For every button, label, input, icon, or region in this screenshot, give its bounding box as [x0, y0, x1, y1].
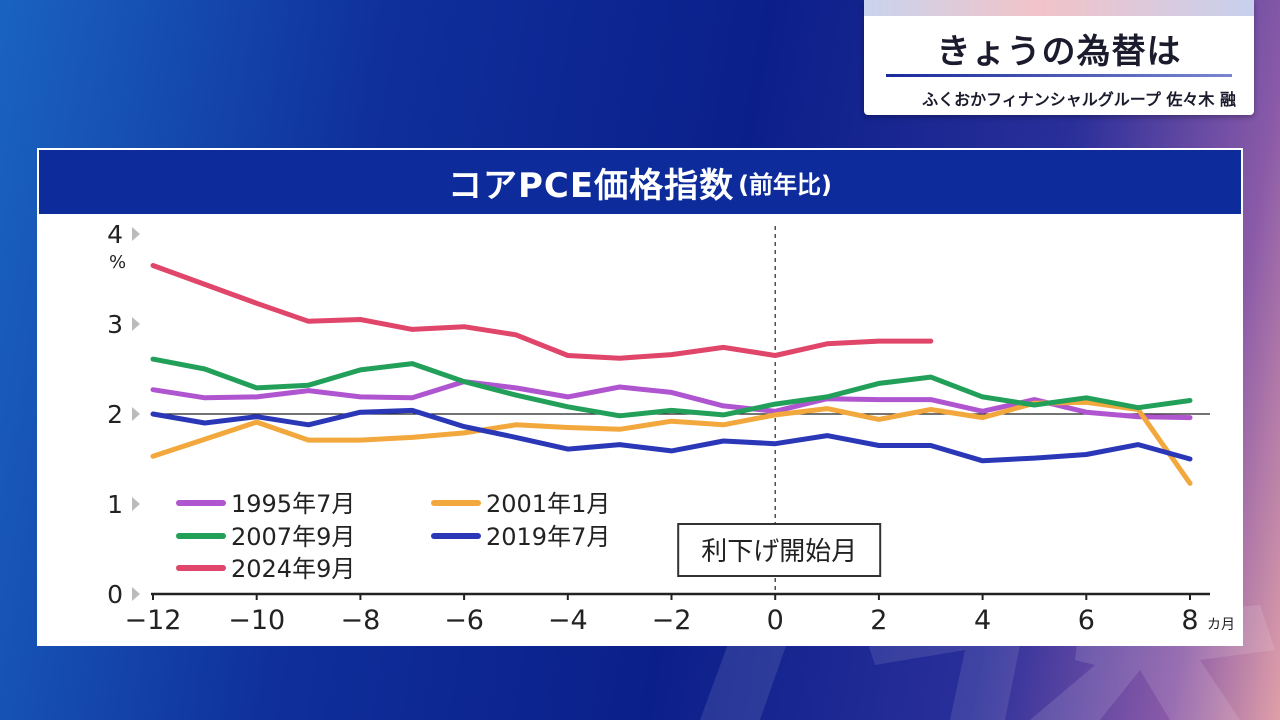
topic-divider [886, 74, 1232, 77]
topic-title: きょうの為替は [936, 32, 1182, 72]
y-tick-label: 3 [107, 310, 123, 339]
chart-card: コアPCE価格指数 (前年比) 0 1 2 3 4% −12 −10 −8 −6 −4 −2 0 2 4 6… [37, 148, 1243, 646]
x-tick-label: −8 [340, 605, 380, 636]
series-line-2024年9月 [150, 263, 934, 361]
legend-label: 1995年7月 [231, 490, 355, 518]
x-tick-label: −6 [444, 605, 484, 636]
y-tick-marker [132, 227, 140, 241]
y-tick-marker [132, 497, 140, 511]
y-tick-marker [132, 587, 140, 601]
y-tick-marker [132, 317, 140, 331]
x-tick-label: −4 [548, 605, 588, 636]
series-line-2007年9月 [150, 356, 1193, 419]
chart-subtitle: (前年比) [738, 170, 833, 199]
series-line-2019年7月 [150, 407, 1193, 464]
x-axis-unit: カ月 [1207, 617, 1235, 633]
y-tick-label: 1 [107, 490, 123, 519]
topic-card-stripe [864, 0, 1254, 16]
chart-header: コアPCE価格指数 (前年比) [39, 150, 1241, 214]
topic-speaker: ふくおかフィナンシャルグループ 佐々木 融 [922, 90, 1236, 109]
chart-title: コアPCE価格指数 [447, 165, 735, 206]
x-tick-label: −2 [652, 605, 692, 636]
x-tick-label: 0 [767, 605, 784, 636]
y-tick-label: 0 [107, 580, 123, 609]
annotation-box [677, 523, 882, 577]
legend-label: 2007年9月 [231, 523, 355, 551]
legend-label: 2019年7月 [486, 523, 610, 551]
y-axis-unit: % [109, 252, 126, 273]
legend-label: 2001年1月 [486, 490, 610, 518]
x-tick-label: 8 [1181, 605, 1198, 636]
x-tick-label: 4 [974, 605, 991, 636]
topic-card: きょうの為替は ふくおかフィナンシャルグループ 佐々木 融 [864, 0, 1254, 115]
y-tick-marker [132, 407, 140, 421]
legend-label: 2024年9月 [231, 555, 355, 583]
y-tick-label: 4 [107, 220, 123, 249]
x-tick-label: 6 [1078, 605, 1095, 636]
series-line-2001年1月 [150, 399, 1193, 486]
x-tick-label: −10 [228, 605, 285, 636]
x-tick-label: 2 [870, 605, 887, 636]
annotation-label: 利下げ開始月 [701, 537, 857, 567]
y-tick-label: 2 [107, 400, 123, 429]
x-tick-label: −12 [125, 605, 182, 636]
line-chart: 0 1 2 3 4% −12 −10 −8 −6 −4 −2 0 2 4 6 8 カ月 1995年7月 2001年1… [107, 220, 1235, 636]
